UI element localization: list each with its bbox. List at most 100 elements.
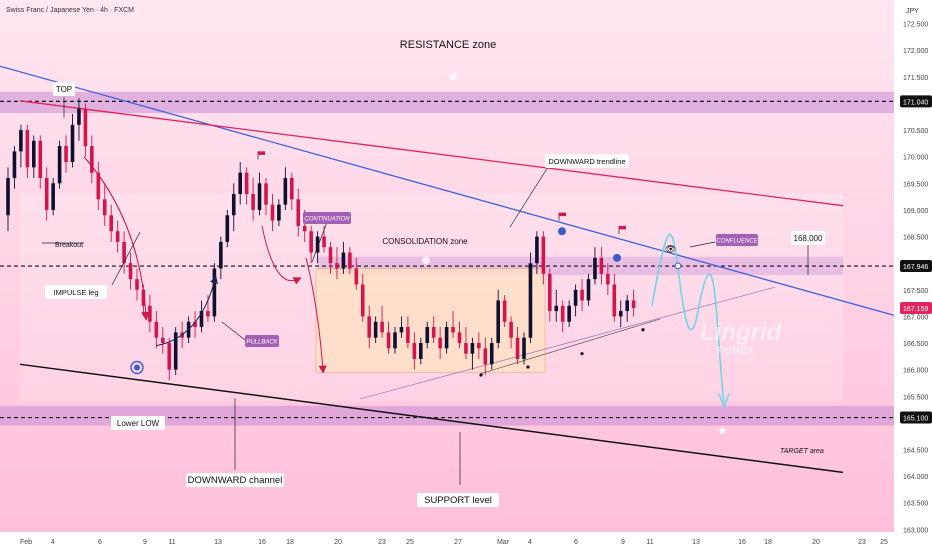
candle-body [199,311,204,328]
y-tick-label: 169.500 [903,181,928,188]
y-tick-label: 171.500 [903,75,928,82]
candle-body [477,343,481,349]
candle-body [12,151,17,179]
lower-low-dot [134,364,140,371]
candle-body [90,146,94,173]
channel-label-box [186,473,284,487]
support-label: SUPPORT level [424,495,492,506]
minor-support-line [479,318,661,375]
x-tick-label: Feb [20,539,32,546]
candle-body [515,337,520,359]
x-tick-label: 13 [692,539,700,546]
candle-body [412,343,417,359]
y-tick-label: 164.500 [903,447,928,454]
price-tag-bg [900,260,932,273]
support-label-box [417,493,499,507]
y-tick-label: 163.000 [903,527,928,534]
x-tick-label: 25 [406,539,414,546]
consolidation-box [315,268,546,373]
currency-label: JPY [906,8,919,15]
x-tick-label: 25 [880,539,888,546]
candle-body [270,204,275,221]
candle-body [541,236,546,274]
x-tick-label: 18 [764,539,772,546]
price-tag-label: 171.040 [903,99,928,106]
resistance-down-icon [449,72,457,81]
candle-body [96,172,101,200]
x-tick-label: Mar [497,539,510,546]
pullback-label: PULLBACK [246,340,278,346]
target-star: ★ [717,424,728,438]
candle-body [489,343,494,365]
downward-trendline-label: DOWNWARD trendline [548,157,625,166]
candle-body [425,327,430,344]
time-axis[interactable]: Feb 4 6 9 11 13 16 18 20 23 25 27 Mar 4 6 9 11 13 16 18 20 23… [20,539,888,546]
candle-body [161,337,165,344]
impulse-label: IMPULSE leg [53,288,98,297]
x-tick-label: 20 [812,539,820,546]
y-tick-label: 166.500 [903,341,928,348]
candle-body [483,348,488,365]
candle-body [135,279,139,290]
swing-low-dot-2 [641,328,645,332]
candle-body [102,199,107,216]
lower-low-circle [130,360,144,375]
candle-body [522,337,526,359]
candle-body [438,337,442,349]
y-tick-label: 165.500 [903,394,928,401]
candle-body [593,257,597,280]
candle-body [77,108,81,125]
candle-body [128,263,133,280]
target-price-label: 168.000 [794,234,823,243]
pullback-leader [221,321,246,341]
downward-trendline-label-box [545,154,629,168]
confluence-label-box [716,234,758,246]
downward-trendline [0,65,895,316]
confluence-label: CONFLUENCE [716,239,758,245]
candle-body [309,231,313,253]
candle-body [464,343,468,354]
candle-body [64,146,68,163]
price-axis-background [894,0,932,550]
time-axis-background [0,532,894,550]
candle-body [373,321,378,338]
continuation-leader [311,221,328,263]
x-tick-label: 23 [858,539,866,546]
candle-body [618,311,623,317]
candle-body [360,284,365,317]
candle-body [335,263,339,269]
target-price-label-box [791,231,825,245]
candle-body [606,273,610,285]
price-axis[interactable]: 172.500 172.000 171.500 170.500 170.000 169.5… [900,22,932,535]
candle-body [386,332,391,349]
x-tick-label: 16 [258,539,266,546]
target-label: TARGET area [780,448,824,455]
candle-body [399,327,404,333]
top-label: TOP [56,85,72,94]
candle-body [548,273,552,312]
x-tick-label: 6 [574,539,578,546]
candles-group [6,98,636,381]
pullback-label-box [245,335,279,347]
candle-body [122,241,126,264]
y-tick-label: 167.500 [903,288,928,295]
consolidation-label: CONSOLIDATION zone [382,237,468,246]
candle-body [173,332,178,370]
y-tick-label: 168.500 [903,235,928,242]
price-tag-label: 167.159 [903,306,928,313]
x-tick-label: 11 [646,539,653,546]
x-tick-label: 23 [378,539,386,546]
projection-path [651,233,725,402]
candle-body [212,268,217,317]
candle-body [109,215,113,232]
impulse-leader [111,231,141,286]
impulse-label-box [45,285,107,299]
candle-body [380,321,384,333]
candle-body [141,289,146,306]
candle-body [167,343,172,370]
candle-body [502,300,507,322]
trend-touch-1 [558,227,566,236]
candle-body [457,332,462,344]
